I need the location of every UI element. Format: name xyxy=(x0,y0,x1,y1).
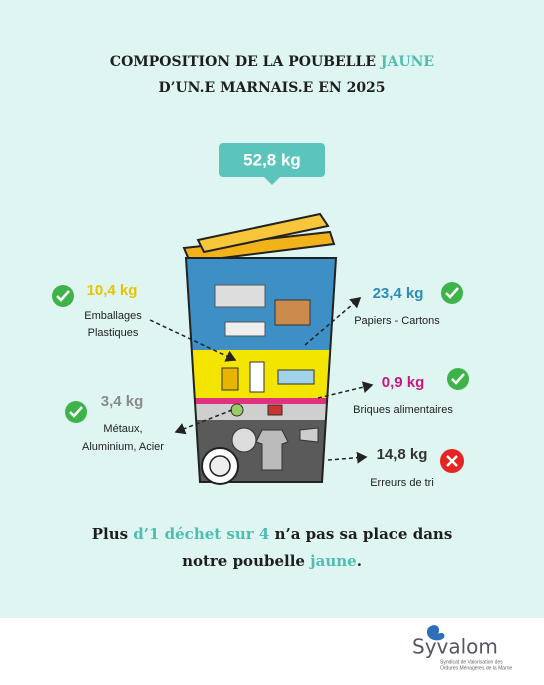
check-icon xyxy=(52,285,74,307)
message-line1: Plus d’1 déchet sur 4 n’a pas sa place d… xyxy=(92,525,453,543)
label: Briques alimentaires xyxy=(353,404,453,416)
bin xyxy=(182,212,338,485)
tagline: Syndicat de Valorisation des xyxy=(440,659,503,665)
total: 52,8 kg xyxy=(243,150,301,169)
error-icon xyxy=(440,449,464,473)
arrow xyxy=(304,297,362,346)
check-icon xyxy=(447,368,469,390)
weight: 14,8 kg xyxy=(377,446,428,463)
weight: 3,4 kg xyxy=(101,393,144,410)
weight: 23,4 kg xyxy=(373,285,424,302)
logo-flower xyxy=(426,625,445,641)
label: Erreurs de tri xyxy=(370,477,434,489)
label: Emballages xyxy=(84,310,142,322)
message-text: . xyxy=(357,552,362,570)
message-line2: notre poubelle jaune. xyxy=(182,552,362,570)
total-badge xyxy=(219,143,325,177)
title: COMPOSITION DE LA POUBELLE JAUNE xyxy=(110,54,434,70)
message-text: notre poubelle xyxy=(182,552,310,570)
message-highlight: d’1 déchet sur 4 xyxy=(133,525,269,543)
title-line2: D’UN.E MARNAIS.E EN 2025 xyxy=(158,80,385,96)
label: Plastiques xyxy=(88,327,139,339)
check-icon xyxy=(441,282,463,304)
message-highlight: jaune xyxy=(308,552,357,570)
arrow xyxy=(174,409,233,435)
arrow xyxy=(149,319,237,362)
label: Métaux, xyxy=(103,423,142,435)
label: Papiers - Cartons xyxy=(354,315,440,327)
tagline: Ordures Ménagères de la Marne xyxy=(440,665,512,671)
arrow xyxy=(317,381,374,399)
logo: Syvalom xyxy=(412,635,498,659)
title-highlight: JAUNE xyxy=(379,54,434,70)
label: Aluminium, Acier xyxy=(82,441,164,453)
weight: 10,4 kg xyxy=(87,282,138,299)
title-start: COMPOSITION DE LA POUBELLE xyxy=(110,54,381,70)
message-text: n’a pas sa place dans xyxy=(269,525,452,543)
arrow xyxy=(327,451,368,464)
footer-background xyxy=(0,618,544,680)
badge-pointer xyxy=(264,177,280,185)
check-icon xyxy=(65,401,87,423)
weight: 0,9 kg xyxy=(382,374,425,391)
message-text: Plus xyxy=(92,525,134,543)
